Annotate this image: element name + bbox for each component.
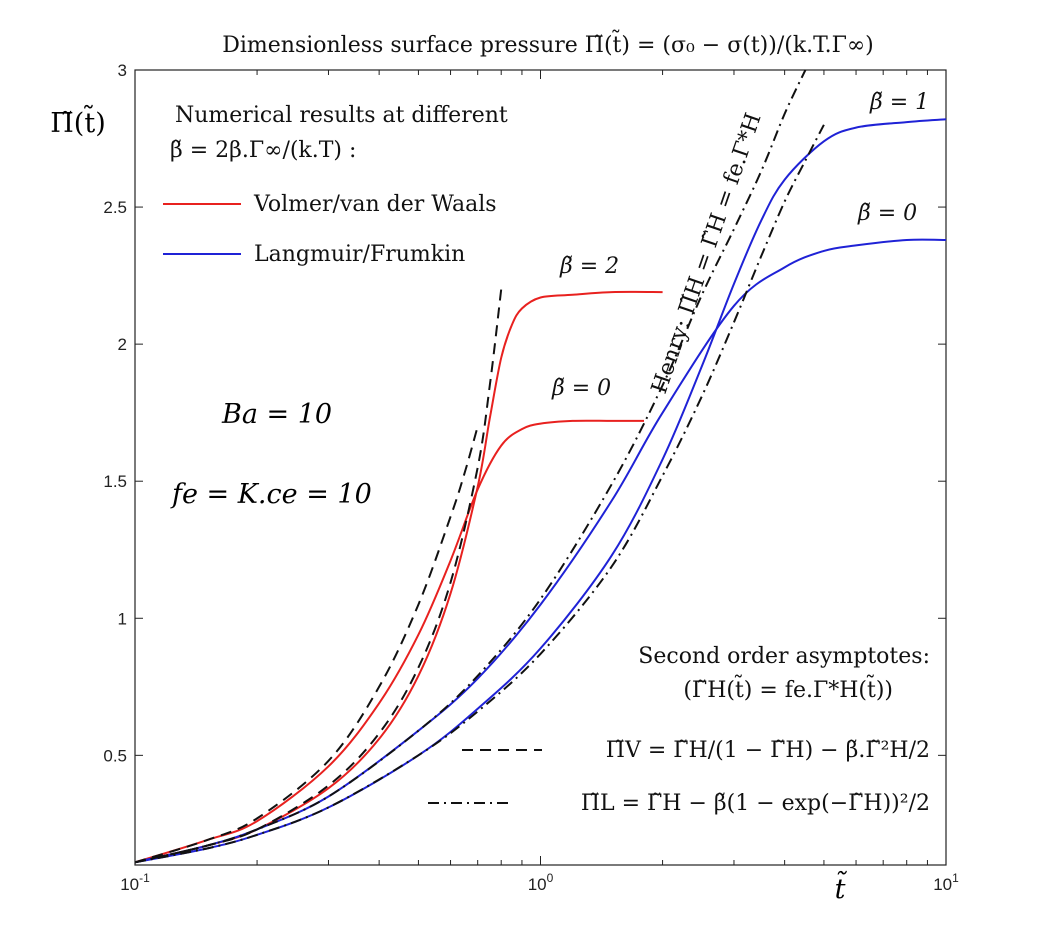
series-line-v-asymptote-2: [134, 289, 503, 864]
ba-annotation: Ba = 10: [221, 399, 332, 430]
legend-label-volmer-asymptote: Π̃V = Γ̃H/(1 − Γ̃H) − β̃.Γ̃²H/2: [606, 738, 930, 763]
fe-annotation: fe = K.ce = 10: [170, 479, 372, 510]
y-axis-label: Π̃(t̃): [50, 104, 105, 139]
y-tick-label: 0.5: [103, 746, 127, 765]
vdw-beta0-label: β̃ = 0: [551, 376, 611, 401]
vdw-beta2-label: β̃ = 2: [559, 254, 619, 279]
chart-title: Dimensionless surface pressure Π̃(t̃) = …: [222, 28, 874, 58]
x-tick-label: 100: [528, 871, 554, 894]
asymptote-heading-line1: Second order asymptotes:: [638, 644, 930, 669]
langmuir-beta0-label: β̃ = 0: [857, 201, 917, 226]
x-tick-label: 10-1: [120, 871, 150, 894]
legend-label-langmuir: Langmuir/Frumkin: [254, 242, 465, 267]
y-tick-label: 3: [118, 61, 127, 80]
asymptote-heading-line2: (Γ̃H(t̃) = fe.Γ*H(t̃)): [683, 673, 893, 703]
langmuir-beta1-label: β̃ = 1: [869, 90, 929, 115]
series-line-l-asymptote-1: [134, 124, 825, 864]
x-tick-label: 101: [933, 871, 959, 894]
legend-label-vdw: Volmer/van der Waals: [253, 192, 497, 217]
y-tick-label: 2.5: [103, 198, 127, 217]
y-tick-label: 2: [118, 335, 127, 354]
x-axis-label: t̃: [835, 870, 848, 905]
y-tick-label: 1.5: [103, 472, 127, 491]
legend-heading-line2: β̃ = 2β.Γ∞/(k.T) :: [170, 138, 356, 163]
ticks-layer: 0.5 1 1.5 2 2.5 3 10-1 100 101: [103, 61, 959, 894]
legend-heading-line1: Numerical results at different: [175, 103, 508, 128]
series-line-v-asymptote-0: [134, 426, 479, 864]
series-line-langmuir-frumkin-0: [134, 238, 947, 864]
y-tick-label: 1: [118, 609, 127, 628]
series-layer: [134, 69, 947, 864]
legend-label-langmuir-asymptote: Π̃L = Γ̃H − β̃(1 − exp(−Γ̃H))²/2: [581, 791, 930, 816]
series-line-henry-h: [134, 69, 807, 864]
series-line-volmer-van-der-waals-0: [134, 419, 644, 864]
